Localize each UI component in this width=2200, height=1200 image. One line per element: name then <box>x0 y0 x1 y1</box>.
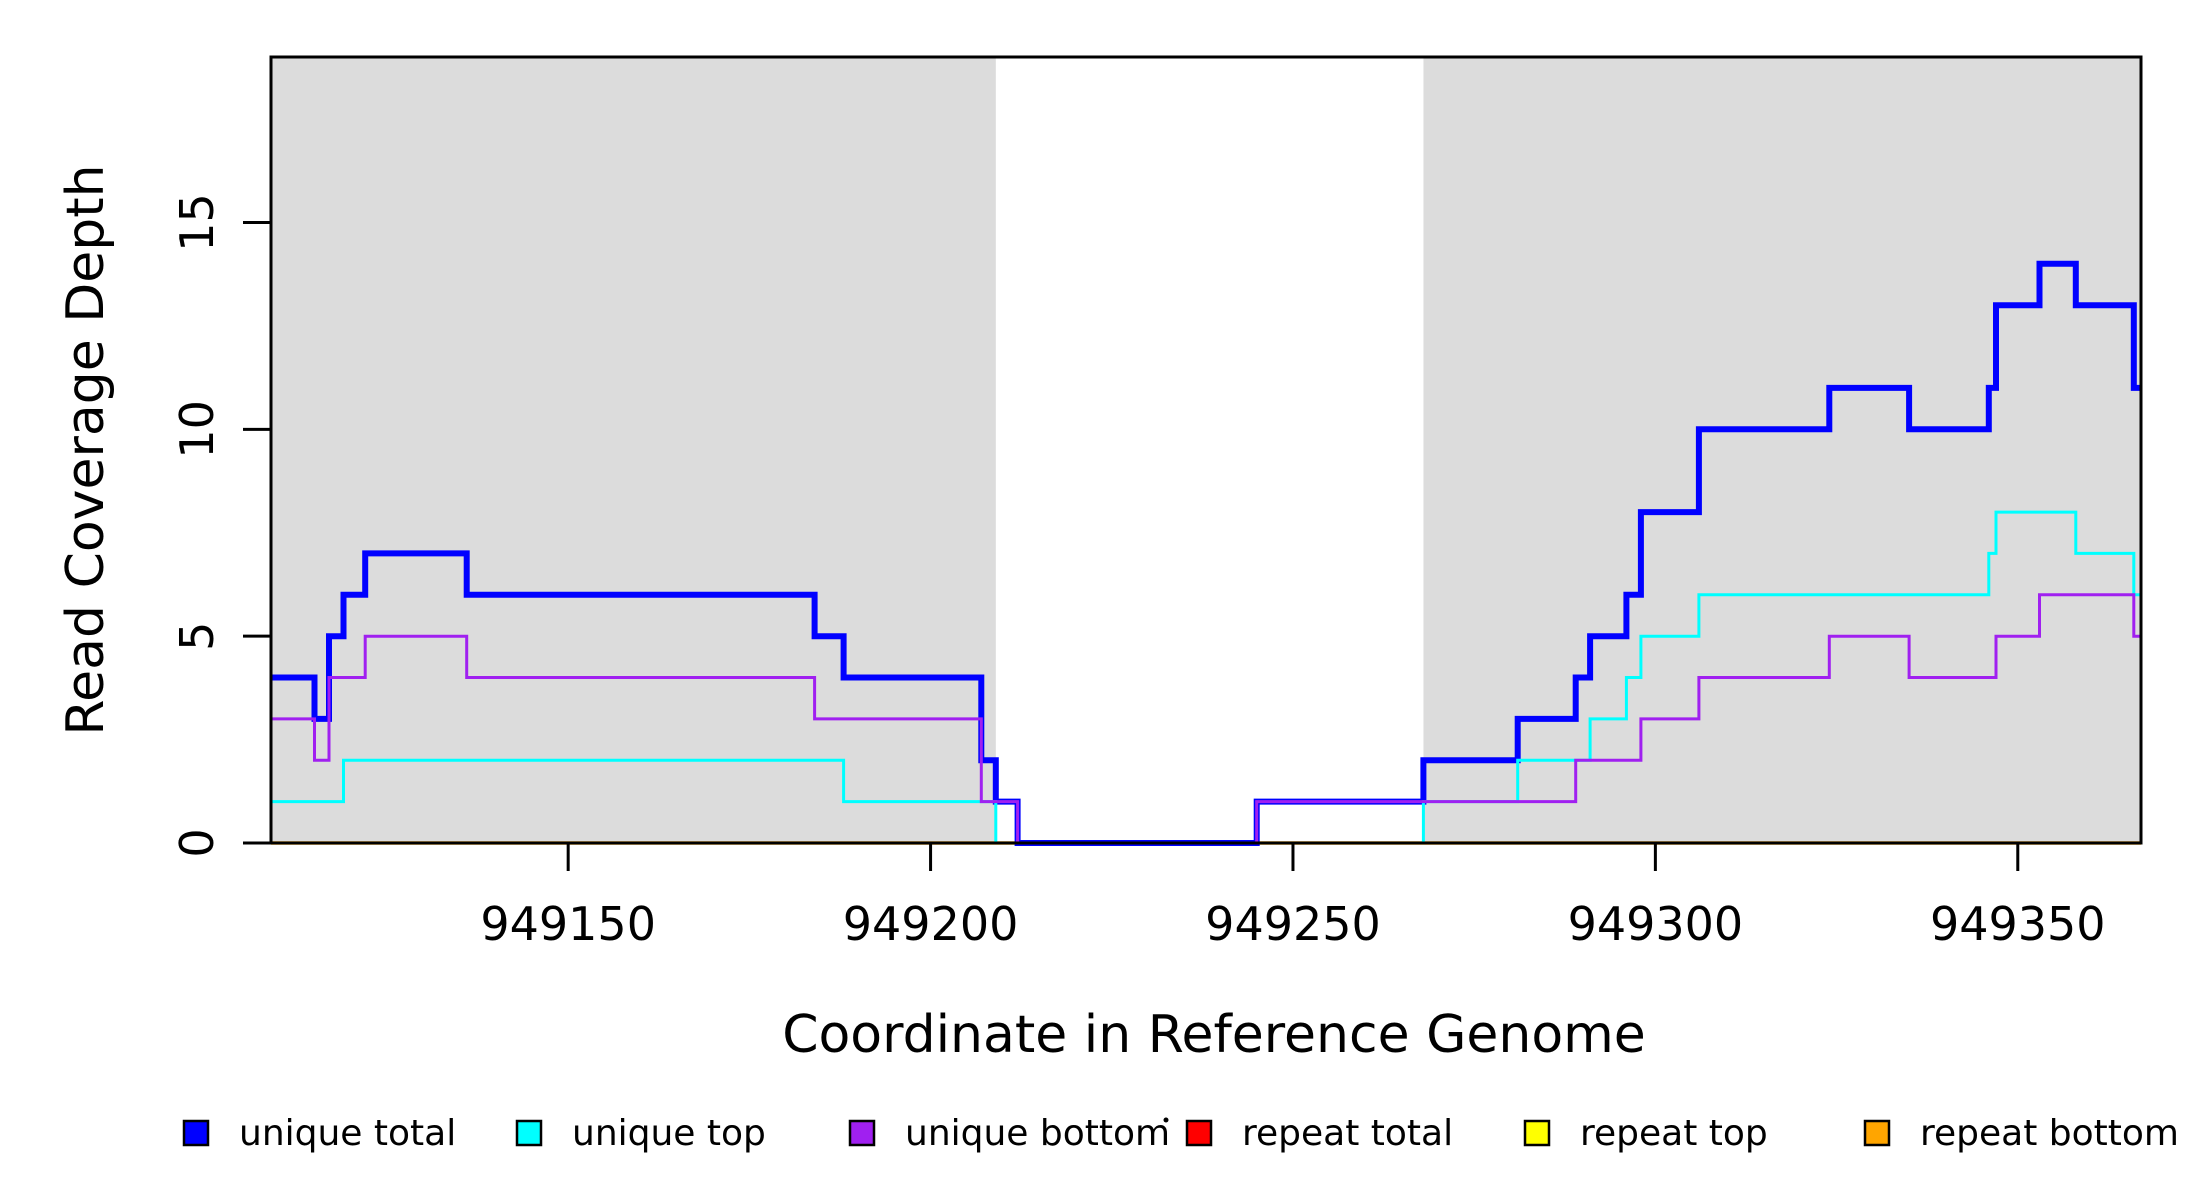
legend-item-unique-bottom: unique bottom <box>848 1113 1170 1154</box>
shaded-region-2 <box>1423 57 2141 843</box>
y-axis-title: Read Coverage Depth <box>56 164 116 735</box>
legend-swatch-repeat-total <box>1185 1119 1213 1147</box>
shaded-regions-group <box>271 57 2141 843</box>
x-tick-label: 949250 <box>1205 897 1381 951</box>
legend-label-repeat-top: repeat top <box>1580 1113 1768 1154</box>
legend-label-unique-top: unique top <box>572 1113 766 1154</box>
shaded-region-1 <box>271 57 996 843</box>
y-tick-label: 15 <box>170 193 224 252</box>
x-tick-label: 949300 <box>1568 897 1744 951</box>
x-axis-ticks-group: 949150 949200 949250 949300 949350 <box>480 843 2106 951</box>
legend-stray-dot <box>1163 1117 1169 1123</box>
x-axis-title: Coordinate in Reference Genome <box>782 1005 1646 1065</box>
legend-swatch-unique-total <box>182 1119 210 1147</box>
plot-border-box <box>269 55 2143 845</box>
legend-label-repeat-bottom: repeat bottom <box>1920 1113 2179 1154</box>
legend-item-repeat-bottom: repeat bottom <box>1863 1113 2179 1154</box>
legend-label-unique-bottom: unique bottom <box>905 1113 1170 1154</box>
legend-swatch-repeat-bottom <box>1863 1119 1891 1147</box>
legend-item-unique-total: unique total <box>182 1113 456 1154</box>
legend-swatch-unique-top <box>515 1119 543 1147</box>
legend-item-repeat-top: repeat top <box>1523 1113 1768 1154</box>
x-tick-label: 949150 <box>480 897 656 951</box>
series-line-unique-top <box>271 510 2141 845</box>
x-tick-label: 949200 <box>843 897 1019 951</box>
y-tick-label: 10 <box>170 400 224 459</box>
y-tick-label: 0 <box>170 828 224 857</box>
legend: unique total unique top unique bottom repea… <box>182 1113 2179 1154</box>
legend-item-repeat-total: repeat total <box>1185 1113 1453 1154</box>
legend-label-repeat-total: repeat total <box>1242 1113 1453 1154</box>
y-axis-ticks-group: 0 5 10 15 <box>170 193 271 858</box>
y-tick-label: 5 <box>170 622 224 651</box>
series-line-unique-total <box>271 260 2141 846</box>
legend-label-unique-total: unique total <box>239 1113 456 1154</box>
series-line-unique-bottom <box>271 593 2141 845</box>
legend-swatch-unique-bottom <box>848 1119 876 1147</box>
legend-item-unique-top: unique top <box>515 1113 766 1154</box>
legend-swatch-repeat-top <box>1523 1119 1551 1147</box>
x-tick-label: 949350 <box>1930 897 2106 951</box>
